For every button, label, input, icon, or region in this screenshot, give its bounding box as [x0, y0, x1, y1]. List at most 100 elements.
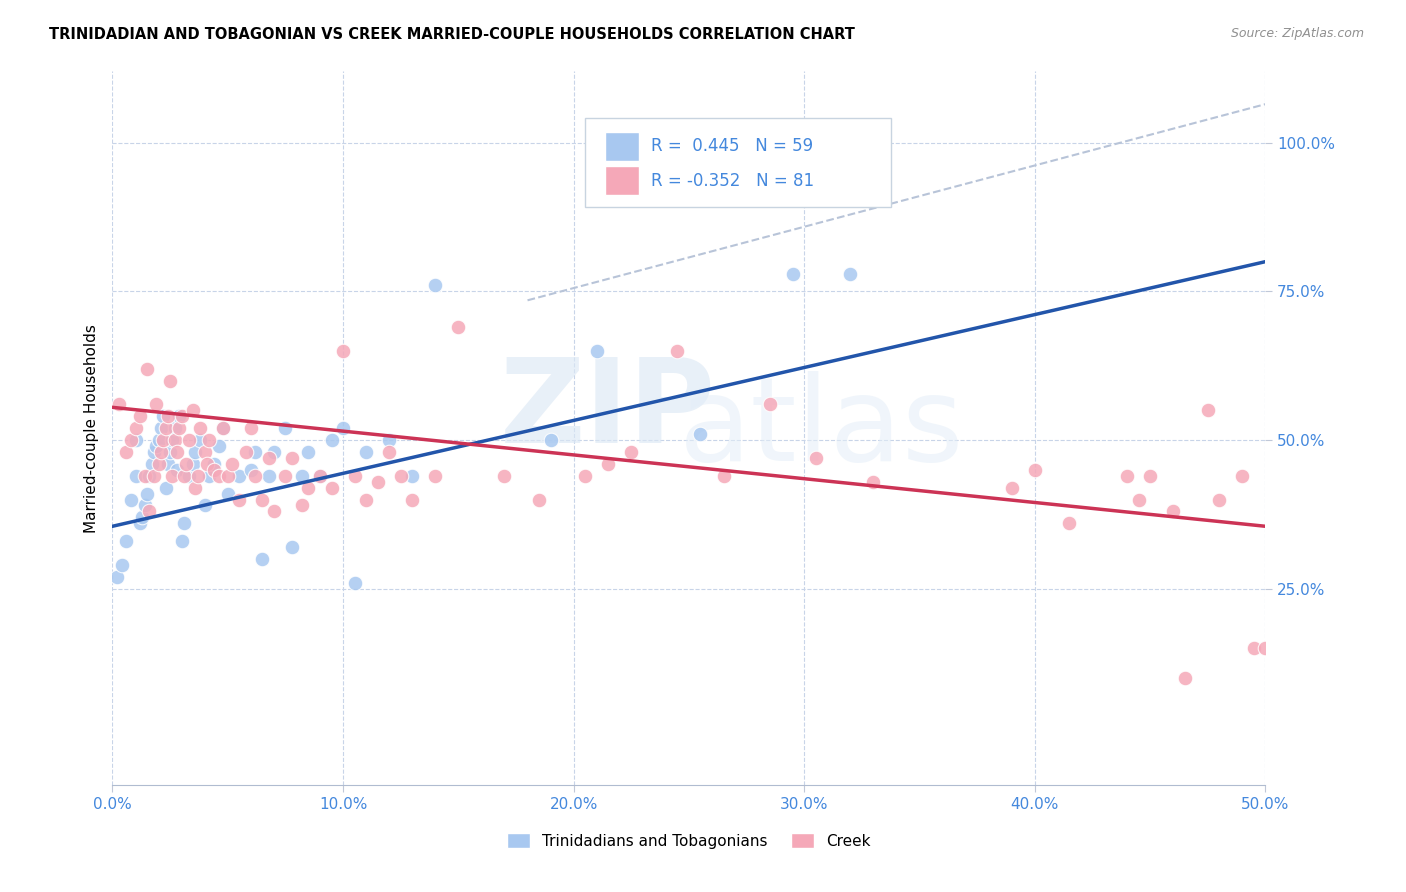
Point [389, 468, 412, 483]
Text: atlas: atlas [679, 371, 965, 485]
Point [163, 433, 186, 447]
Point [862, 475, 884, 489]
Point [141, 457, 163, 471]
Point [425, 278, 447, 293]
Point [173, 468, 195, 483]
Point [235, 445, 257, 459]
Point [166, 463, 188, 477]
Point [540, 433, 562, 447]
Point [159, 374, 181, 388]
Point [259, 450, 281, 465]
Point [187, 468, 209, 483]
Point [758, 397, 780, 411]
Point [354, 445, 377, 459]
Point [188, 433, 211, 447]
Point [202, 463, 225, 477]
Point [138, 504, 160, 518]
Point [401, 468, 423, 483]
Point [169, 409, 191, 424]
Point [181, 457, 204, 471]
Point [149, 421, 172, 435]
Legend: Trinidadians and Tobagonians, Creek: Trinidadians and Tobagonians, Creek [508, 833, 870, 848]
Point [143, 468, 166, 483]
Point [198, 468, 221, 483]
Point [169, 421, 191, 435]
Point [162, 433, 184, 447]
Point [152, 409, 174, 424]
Point [143, 445, 166, 459]
Point [152, 433, 174, 447]
Point [252, 492, 274, 507]
Point [343, 468, 366, 483]
Text: R =  0.445   N = 59: R = 0.445 N = 59 [651, 137, 813, 155]
Point [212, 421, 235, 435]
Point [212, 421, 235, 435]
Point [239, 421, 262, 435]
Point [713, 468, 735, 483]
Point [170, 409, 193, 424]
Point [321, 481, 343, 495]
Point [332, 421, 354, 435]
Bar [605, 132, 640, 161]
Point [245, 445, 267, 459]
Point [156, 409, 179, 424]
Point [354, 492, 377, 507]
Point [207, 439, 229, 453]
Point [1059, 516, 1081, 531]
Point [195, 457, 218, 471]
Point [598, 457, 620, 471]
Point [145, 397, 167, 411]
Point [134, 499, 156, 513]
Point [378, 433, 401, 447]
Y-axis label: Married-couple Households: Married-couple Households [83, 324, 98, 533]
Point [367, 475, 389, 489]
Point [108, 397, 131, 411]
Point [585, 343, 607, 358]
Point [174, 457, 197, 471]
Point [184, 445, 207, 459]
Point [124, 468, 146, 483]
Point [1197, 403, 1219, 417]
Point [245, 468, 267, 483]
Point [198, 433, 221, 447]
Point [494, 468, 516, 483]
Point [263, 504, 285, 518]
Point [136, 486, 159, 500]
Point [105, 570, 128, 584]
Point [804, 450, 827, 465]
Point [181, 403, 204, 417]
Point [425, 468, 447, 483]
Point [1243, 641, 1265, 656]
Point [297, 481, 319, 495]
Point [145, 439, 167, 453]
Point [1208, 492, 1230, 507]
Point [129, 409, 152, 424]
Point [194, 499, 217, 513]
FancyBboxPatch shape [585, 118, 891, 207]
Point [177, 468, 200, 483]
Point [194, 445, 217, 459]
Point [148, 433, 170, 447]
Point [115, 534, 138, 549]
Point [124, 433, 146, 447]
Point [166, 445, 188, 459]
Point [111, 558, 134, 572]
Point [343, 575, 366, 590]
Point [321, 433, 343, 447]
Point [188, 421, 211, 435]
Point [839, 267, 862, 281]
Point [527, 492, 550, 507]
Point [297, 445, 319, 459]
Point [170, 534, 193, 549]
Point [263, 445, 285, 459]
Point [159, 445, 181, 459]
Point [136, 361, 159, 376]
Point [1254, 641, 1277, 656]
Point [131, 510, 153, 524]
Point [1024, 463, 1046, 477]
Point [163, 421, 186, 435]
Point [129, 516, 152, 531]
Text: TRINIDADIAN AND TOBAGONIAN VS CREEK MARRIED-COUPLE HOUSEHOLDS CORRELATION CHART: TRINIDADIAN AND TOBAGONIAN VS CREEK MARR… [49, 27, 855, 42]
Point [217, 486, 239, 500]
Point [138, 468, 160, 483]
